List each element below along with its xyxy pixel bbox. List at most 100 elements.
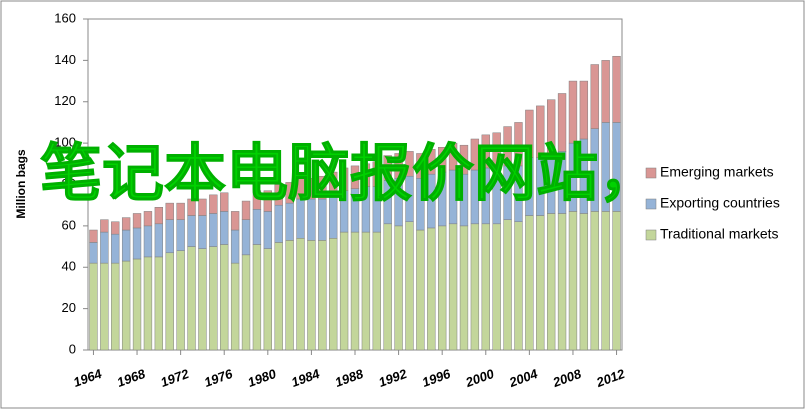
bar-segment	[121, 217, 131, 231]
bar-segment	[198, 198, 207, 216]
bar-segment	[438, 225, 447, 351]
bar-segment	[100, 262, 109, 351]
bar-segment	[187, 198, 196, 216]
bar-segment	[296, 178, 305, 200]
bar-segment	[318, 240, 327, 351]
bar-segment	[143, 256, 153, 351]
y-tick-label: 40	[62, 259, 76, 274]
bar-segment	[230, 262, 240, 351]
bar-segment	[220, 192, 229, 212]
bar-segment	[329, 171, 338, 196]
bar-segment	[405, 221, 414, 351]
bar-segment	[612, 55, 621, 123]
bar-segment	[111, 233, 120, 264]
bar-segment	[459, 144, 469, 175]
bar-segment	[165, 202, 174, 220]
bar-segment	[372, 161, 381, 187]
bar-segment	[198, 248, 207, 351]
bar-segment	[568, 80, 578, 144]
bar-segment	[503, 219, 512, 351]
bar-segment	[111, 221, 120, 235]
bar-segment	[546, 213, 556, 351]
bar-segment	[209, 194, 218, 214]
bar-segment	[143, 225, 153, 258]
bar-segment	[427, 149, 436, 175]
bar-segment	[274, 242, 283, 351]
bar-segment	[546, 99, 556, 154]
bar-segment	[100, 219, 109, 233]
legend-label: Traditional markets	[660, 226, 779, 242]
bar-segment	[492, 132, 501, 169]
bar-segment	[427, 227, 436, 351]
bar-segment	[318, 175, 327, 200]
bar-segment	[230, 211, 240, 231]
bar-segment	[296, 238, 305, 351]
bar-segment	[612, 211, 621, 351]
bar-segment	[405, 151, 414, 177]
legend-label: Exporting countries	[660, 195, 780, 211]
bar-segment	[187, 215, 196, 247]
bar-segment	[274, 184, 283, 206]
bar-segment	[230, 229, 240, 264]
bar-segment	[307, 240, 316, 351]
bar-segment	[492, 223, 501, 351]
legend-label: Emerging markets	[660, 164, 774, 180]
bar-segment	[307, 178, 316, 200]
bar-segment	[525, 215, 534, 351]
bar-segment	[383, 223, 392, 351]
bar-segment	[154, 207, 164, 225]
bar-segment	[285, 202, 294, 241]
bar-segment	[111, 262, 120, 351]
bar-segment	[209, 246, 218, 351]
bar-segment	[121, 229, 131, 262]
bar-segment	[361, 163, 371, 187]
bar-segment	[568, 211, 578, 351]
bar-segment	[220, 244, 229, 351]
bar-segment	[448, 142, 458, 171]
bar-segment	[154, 223, 164, 258]
bar-segment	[89, 242, 98, 264]
bar-segment	[470, 138, 480, 171]
legend-swatch	[645, 229, 657, 241]
bar-segment	[339, 231, 349, 351]
y-tick-label: 140	[54, 52, 76, 67]
bar-segment	[198, 215, 207, 249]
bar-segment	[481, 134, 490, 169]
bar-segment	[89, 262, 98, 351]
y-tick-label: 160	[54, 10, 76, 25]
y-tick-label: 20	[62, 300, 76, 315]
bar-segment	[579, 213, 589, 351]
bar-segment	[372, 231, 381, 351]
bar-segment	[481, 223, 490, 351]
y-tick-label: 60	[62, 217, 76, 232]
bar-segment	[590, 64, 599, 129]
bar-segment	[514, 221, 523, 351]
bar-segment	[448, 223, 458, 351]
bar-segment	[252, 190, 262, 210]
y-tick-label: 80	[62, 176, 76, 191]
bar-segment	[241, 200, 251, 220]
legend-swatch	[645, 198, 657, 210]
bar-segment	[361, 231, 371, 351]
bar-segment	[470, 223, 480, 351]
watermark: 笔记本电脑报价网站，	[40, 139, 660, 208]
bar-segment	[459, 225, 469, 351]
y-tick-label: 0	[69, 341, 76, 356]
bar-segment	[176, 219, 185, 251]
bar-segment	[536, 215, 545, 351]
bar-segment	[176, 202, 185, 220]
bar-segment	[416, 229, 425, 351]
bar-segment	[329, 238, 338, 351]
y-axis-label: Million bags	[14, 149, 28, 219]
bar-segment	[579, 80, 589, 140]
bar-segment	[121, 260, 131, 351]
bar-segment	[252, 209, 262, 245]
bar-segment	[165, 219, 174, 254]
legend-swatch	[645, 167, 657, 179]
bar-segment	[285, 240, 294, 351]
y-tick-label: 100	[54, 135, 76, 150]
bar-segment	[132, 227, 142, 260]
bar-segment	[263, 211, 272, 249]
bar-segment	[100, 231, 109, 264]
